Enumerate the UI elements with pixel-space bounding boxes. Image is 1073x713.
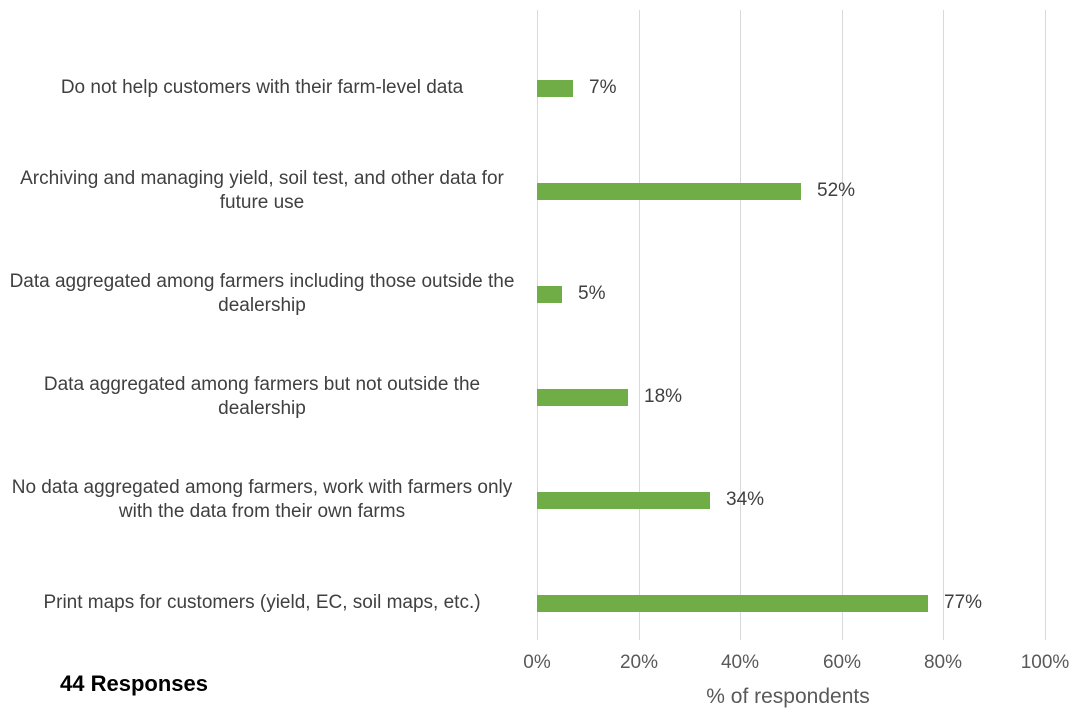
bar <box>537 286 562 303</box>
category-label: No data aggregated among farmers, work w… <box>11 477 513 522</box>
category-label: Archiving and managing yield, soil test,… <box>20 168 504 213</box>
gridline <box>740 10 741 640</box>
gridline <box>639 10 640 640</box>
data-label: 34% <box>726 489 765 510</box>
category-label: Print maps for customers (yield, EC, soi… <box>43 592 481 613</box>
data-label: 77% <box>944 592 983 613</box>
data-label: 5% <box>578 283 606 304</box>
bar <box>537 492 710 509</box>
category-label: Data aggregated among farmers including … <box>9 271 515 316</box>
x-axis-title: % of respondents <box>706 685 870 708</box>
bar <box>537 80 573 97</box>
bar <box>537 389 628 406</box>
gridline <box>1045 10 1046 640</box>
category-label: Data aggregated among farmers but not ou… <box>43 374 481 419</box>
gridline <box>842 10 843 640</box>
responses-note: 44 Responses <box>60 671 208 696</box>
x-tick-label: 100% <box>1020 652 1070 673</box>
bar <box>537 595 928 612</box>
x-tick-label: 20% <box>619 652 659 673</box>
x-tick-label: 40% <box>720 652 760 673</box>
x-tick-label: 60% <box>822 652 862 673</box>
bar <box>537 183 801 200</box>
data-label: 7% <box>589 77 617 98</box>
data-label: 52% <box>817 180 856 201</box>
x-tick-label: 0% <box>523 652 551 673</box>
category-label: Do not help customers with their farm-le… <box>60 77 464 98</box>
data-label: 18% <box>644 386 683 407</box>
gridline <box>537 10 538 640</box>
x-tick-label: 80% <box>923 652 963 673</box>
gridline <box>943 10 944 640</box>
